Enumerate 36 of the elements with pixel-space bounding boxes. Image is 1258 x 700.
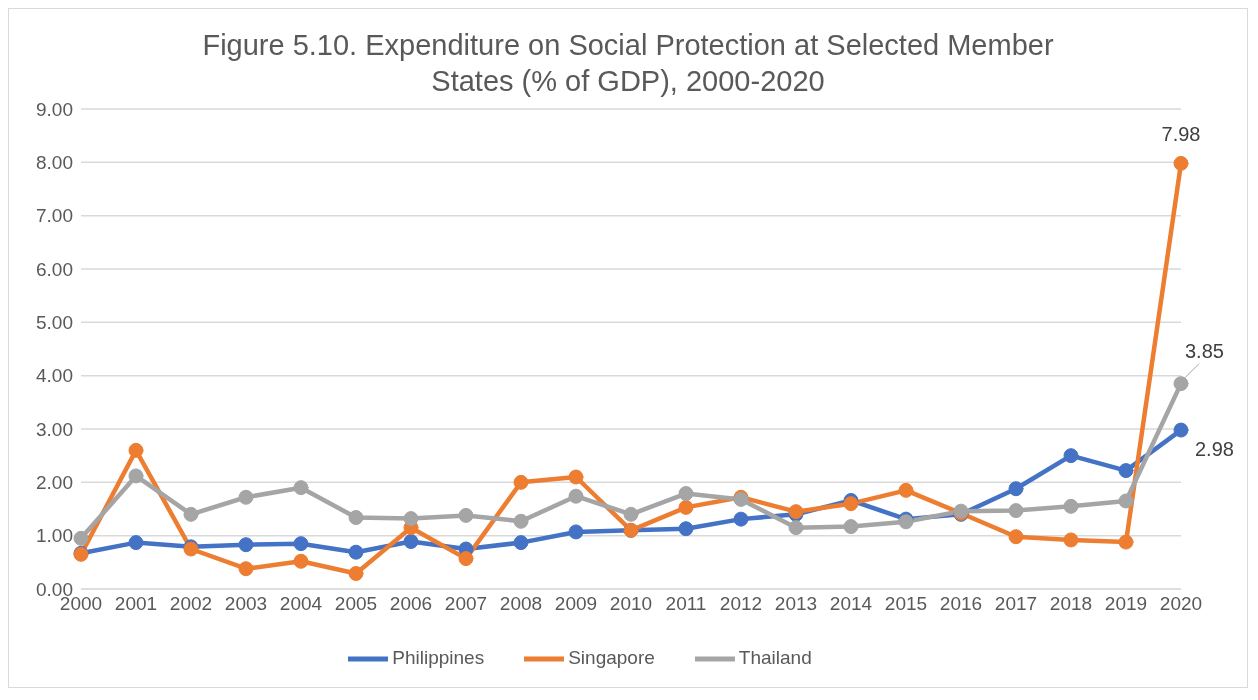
x-tick-label: 2004 bbox=[279, 593, 323, 615]
x-tick-label: 2014 bbox=[829, 593, 873, 615]
x-tick-label: 2019 bbox=[1104, 593, 1148, 615]
x-tick-label: 2005 bbox=[334, 593, 378, 615]
data-label: 7.98 bbox=[1161, 123, 1201, 146]
x-tick-label: 2001 bbox=[114, 593, 158, 615]
x-tick-label: 2008 bbox=[499, 593, 543, 615]
y-tick-label: 9.00 bbox=[36, 98, 73, 120]
y-tick-label: 7.00 bbox=[36, 205, 73, 227]
y-tick-label: 3.00 bbox=[36, 418, 73, 440]
x-tick-label: 2003 bbox=[224, 593, 268, 615]
legend-label: Singapore bbox=[568, 647, 655, 669]
x-tick-label: 2015 bbox=[884, 593, 928, 615]
y-tick-label: 8.00 bbox=[36, 152, 73, 174]
y-tick-label: 4.00 bbox=[36, 365, 73, 387]
x-tick-label: 2013 bbox=[774, 593, 818, 615]
y-tick-label: 2.00 bbox=[36, 472, 73, 494]
legend-label: Thailand bbox=[738, 647, 812, 669]
y-tick-label: 5.00 bbox=[36, 312, 73, 334]
data-label: 2.98 bbox=[1195, 438, 1234, 461]
chart-title: Figure 5.10. Expenditure on Social Protection at Selected Member States (% of GDP), 2000-2020 bbox=[201, 28, 1055, 99]
x-tick-label: 2009 bbox=[554, 593, 598, 615]
y-tick-label: 1.00 bbox=[36, 525, 73, 547]
x-tick-label: 2012 bbox=[719, 593, 763, 615]
x-tick-label: 2002 bbox=[169, 593, 213, 615]
x-tick-label: 2007 bbox=[444, 593, 488, 615]
x-tick-label: 2018 bbox=[1049, 593, 1093, 615]
x-tick-label: 2020 bbox=[1159, 593, 1203, 615]
x-tick-label: 2017 bbox=[994, 593, 1038, 615]
x-tick-label: 2011 bbox=[665, 593, 707, 615]
y-tick-label: 6.00 bbox=[36, 258, 73, 280]
x-tick-label: 2016 bbox=[939, 593, 983, 615]
legend-label: Philippines bbox=[392, 647, 485, 669]
data-label: 3.85 bbox=[1185, 339, 1224, 362]
x-tick-label: 2006 bbox=[389, 593, 433, 615]
x-tick-label: 2010 bbox=[609, 593, 653, 615]
